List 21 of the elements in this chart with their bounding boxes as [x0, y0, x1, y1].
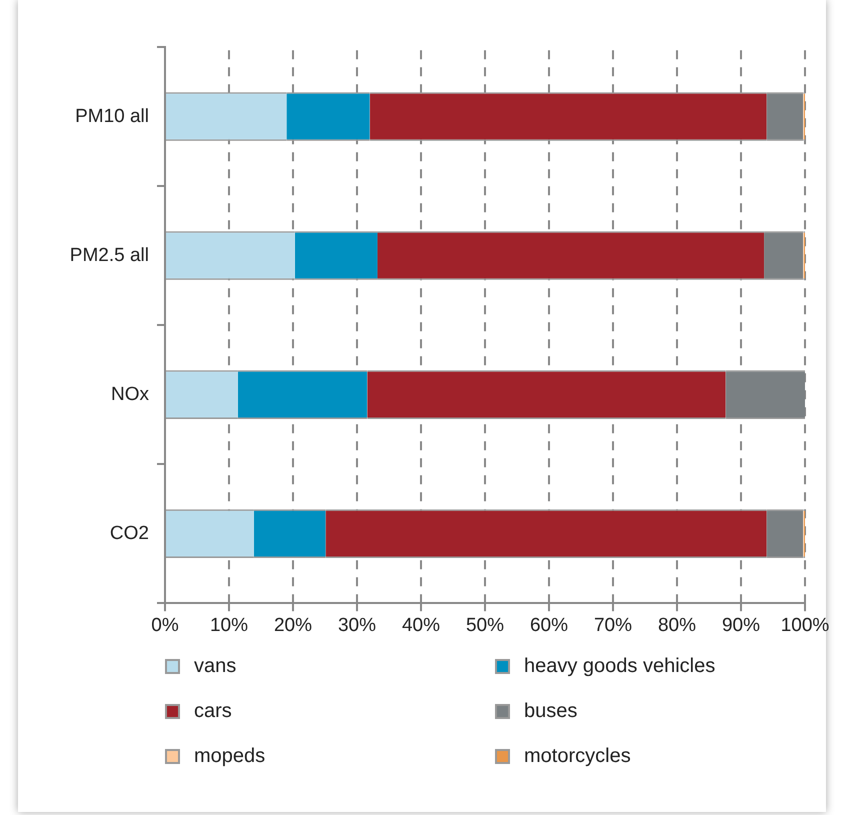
x-tick-label: 10% — [210, 614, 248, 636]
legend-label: motorcycles — [524, 745, 631, 768]
legend-label: vans — [194, 655, 236, 678]
x-tick-label: 90% — [722, 614, 760, 636]
x-tick-label: 80% — [658, 614, 696, 636]
x-tick-label: 100% — [780, 614, 830, 636]
legend-label: cars — [194, 700, 232, 723]
y-tick-label: PM10 all — [75, 106, 149, 127]
x-tick-label: 40% — [402, 614, 440, 636]
y-tick-label: NOx — [111, 384, 150, 405]
x-tick-label: 60% — [530, 614, 568, 636]
x-tick-label: 70% — [594, 614, 632, 636]
x-tick-label: 30% — [338, 614, 376, 636]
legend-label: buses — [524, 700, 578, 723]
y-tick-label: CO2 — [110, 522, 149, 544]
x-tick-label: 0% — [151, 614, 179, 636]
y-tick-label: PM2.5 all — [70, 244, 149, 266]
x-tick-label: 20% — [274, 614, 312, 636]
legend-label: mopeds — [194, 745, 266, 768]
x-tick-label: 50% — [466, 614, 504, 636]
legend-label: heavy goods vehicles — [524, 655, 716, 678]
